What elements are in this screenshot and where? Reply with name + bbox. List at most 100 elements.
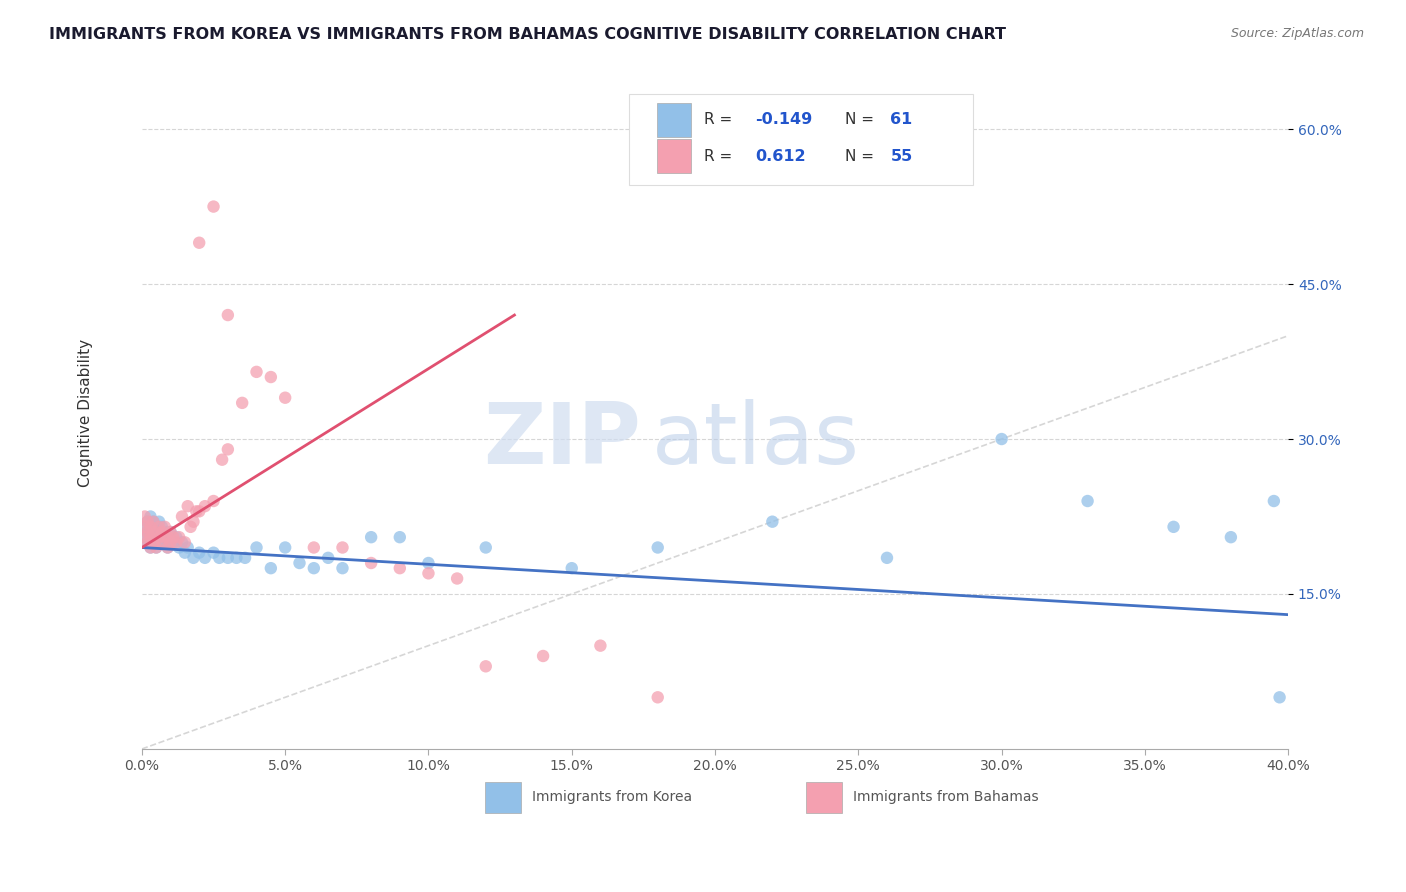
Point (194, 499, 217, 513)
Point (202, 546, 225, 560)
Point (188, 546, 211, 560)
Point (150, 530, 173, 544)
Point (150, 524, 173, 539)
Point (231, 396, 253, 410)
Point (148, 515, 170, 529)
Point (217, 308, 239, 322)
Point (1163, 520, 1185, 534)
Point (150, 520, 173, 534)
Text: R =: R = (703, 112, 737, 128)
Point (134, 520, 156, 534)
Point (134, 520, 156, 534)
Point (188, 235, 211, 250)
Point (159, 524, 181, 539)
Point (142, 515, 165, 529)
Point (153, 535, 176, 549)
Point (139, 530, 162, 544)
Point (159, 524, 181, 539)
Point (153, 524, 176, 539)
Point (647, 690, 669, 705)
Point (245, 541, 267, 555)
Point (332, 541, 354, 555)
Point (153, 520, 176, 534)
Point (139, 530, 162, 544)
Point (139, 520, 162, 534)
Point (139, 520, 162, 534)
Point (148, 530, 170, 544)
Point (159, 535, 181, 549)
Point (186, 504, 208, 518)
Point (136, 524, 159, 539)
Point (142, 515, 165, 529)
Point (142, 535, 165, 549)
Point (332, 561, 354, 575)
Point (170, 509, 193, 524)
FancyBboxPatch shape (657, 139, 690, 173)
Point (148, 524, 170, 539)
Point (162, 535, 184, 549)
Point (136, 535, 159, 549)
Point (156, 541, 179, 555)
Point (1263, 494, 1285, 508)
Point (156, 530, 179, 544)
Text: 55: 55 (890, 148, 912, 163)
Point (274, 541, 297, 555)
Point (202, 200, 225, 214)
Point (418, 566, 440, 581)
Point (183, 515, 205, 529)
Point (142, 524, 165, 539)
Point (202, 494, 225, 508)
Point (139, 509, 162, 524)
Point (148, 520, 170, 534)
FancyBboxPatch shape (806, 781, 842, 814)
Text: Immigrants from Korea: Immigrants from Korea (531, 790, 692, 805)
Point (194, 550, 217, 565)
Point (165, 530, 187, 544)
Point (302, 541, 325, 555)
Y-axis label: Cognitive Disability: Cognitive Disability (79, 339, 93, 487)
Point (647, 541, 669, 555)
Point (233, 550, 256, 565)
Text: IMMIGRANTS FROM KOREA VS IMMIGRANTS FROM BAHAMAS COGNITIVE DISABILITY CORRELATIO: IMMIGRANTS FROM KOREA VS IMMIGRANTS FROM… (49, 27, 1007, 42)
Point (183, 550, 205, 565)
Point (225, 550, 247, 565)
Point (217, 550, 239, 565)
Point (589, 639, 612, 653)
Point (475, 541, 498, 555)
Point (302, 561, 325, 575)
Point (388, 561, 411, 575)
Point (162, 530, 184, 544)
Point (159, 535, 181, 549)
Point (170, 535, 193, 549)
Text: 0.612: 0.612 (755, 148, 806, 163)
Point (1268, 690, 1291, 705)
Point (145, 530, 167, 544)
Point (475, 659, 498, 673)
Point (136, 515, 159, 529)
Point (173, 535, 195, 549)
Text: N =: N = (845, 112, 879, 128)
Point (418, 556, 440, 570)
Point (145, 541, 167, 555)
Point (761, 515, 783, 529)
Text: ZIP: ZIP (482, 399, 641, 482)
Point (134, 530, 156, 544)
Point (136, 535, 159, 549)
Point (561, 561, 583, 575)
Point (876, 550, 898, 565)
Point (177, 541, 200, 555)
FancyBboxPatch shape (657, 103, 690, 136)
Point (139, 541, 162, 555)
Point (990, 432, 1012, 446)
Point (156, 530, 179, 544)
Text: Immigrants from Bahamas: Immigrants from Bahamas (852, 790, 1038, 805)
Point (145, 520, 167, 534)
Point (156, 541, 179, 555)
Text: Source: ZipAtlas.com: Source: ZipAtlas.com (1230, 27, 1364, 40)
Point (1077, 494, 1099, 508)
Point (1219, 530, 1241, 544)
Point (136, 524, 159, 539)
Text: R =: R = (703, 148, 737, 163)
Point (142, 524, 165, 539)
Point (288, 556, 311, 570)
